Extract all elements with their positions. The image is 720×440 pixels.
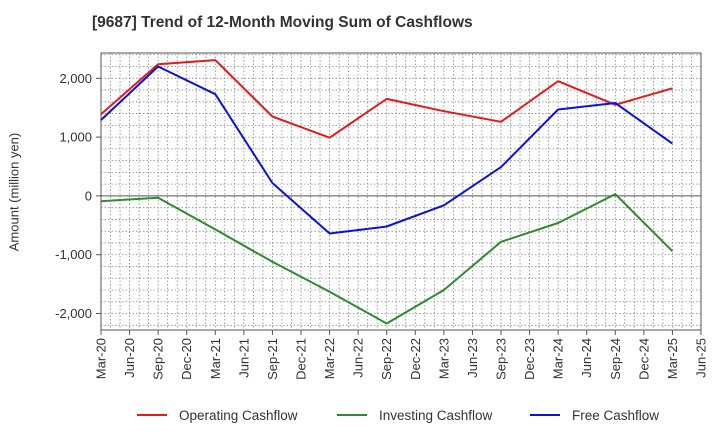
x-tick-label: Dec-21: [294, 338, 309, 380]
plot-area: [100, 52, 702, 331]
x-tick-label: Sep-20: [151, 338, 166, 380]
chart-title: [9687] Trend of 12-Month Moving Sum of C…: [92, 14, 473, 31]
legend-label: Operating Cashflow: [179, 407, 298, 423]
series-line: [100, 59, 673, 139]
x-tick-label: Jun-20: [122, 338, 137, 378]
legend-item: Free Cashflow: [530, 404, 659, 426]
x-tick-label: Jun-25: [694, 338, 709, 378]
x-tick-label: Jun-24: [579, 338, 594, 378]
legend-label: Investing Cashflow: [379, 407, 493, 423]
x-tick-label: Sep-24: [608, 338, 623, 380]
y-tick-label: -1,000: [55, 247, 92, 262]
x-tick-label: Jun-23: [465, 338, 480, 378]
x-tick-label: Dec-24: [636, 338, 651, 380]
x-tick-label: Sep-21: [265, 338, 280, 380]
x-tick-label: Jun-21: [236, 338, 251, 378]
x-tick-label: Sep-23: [494, 338, 509, 380]
x-tick-label: Mar-21: [208, 338, 223, 379]
legend-swatch: [137, 414, 167, 416]
legend-swatch: [337, 414, 367, 416]
legend: Operating Cashflow Investing Cashflow Free…: [0, 404, 720, 426]
x-tick-label: Mar-20: [94, 338, 109, 379]
y-tick-label: -2,000: [55, 306, 92, 321]
legend-item: Investing Cashflow: [337, 404, 492, 426]
legend-swatch: [530, 414, 560, 416]
x-tick-label: Mar-25: [665, 338, 680, 379]
legend-item: Operating Cashflow: [137, 404, 298, 426]
x-tick-label: Dec-20: [179, 338, 194, 380]
series-line: [100, 65, 673, 235]
y-tick-label: 0: [85, 188, 92, 203]
legend-label: Free Cashflow: [572, 407, 660, 423]
x-tick-label: Dec-23: [522, 338, 537, 380]
x-tick-label: Mar-23: [436, 338, 451, 379]
y-tick-label: 2,000: [59, 71, 92, 86]
x-tick-label: Sep-22: [379, 338, 394, 380]
x-tick-label: Mar-24: [551, 338, 566, 379]
y-tick-label: 1,000: [59, 130, 92, 145]
x-tick-label: Mar-22: [322, 338, 337, 379]
x-tick-label: Jun-22: [351, 338, 366, 378]
series-line: [100, 193, 674, 325]
x-tick-label: Dec-22: [408, 338, 423, 380]
